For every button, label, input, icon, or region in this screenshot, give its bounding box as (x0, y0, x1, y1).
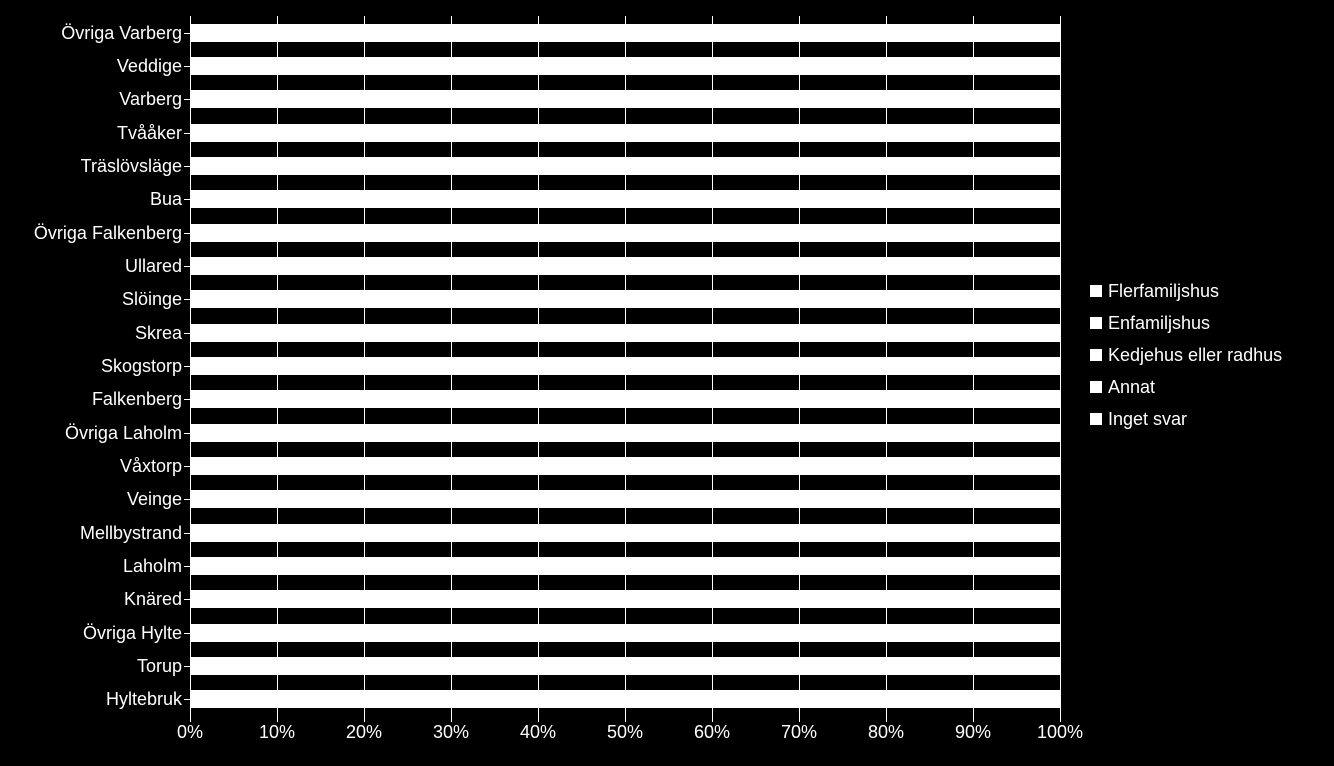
bar-row (190, 257, 1060, 275)
x-axis-label: 10% (247, 722, 307, 743)
y-axis-label: Veddige (0, 56, 182, 76)
x-tick (451, 716, 452, 722)
legend-swatch (1090, 381, 1102, 393)
x-axis-label: 80% (856, 722, 916, 743)
x-axis-label: 50% (595, 722, 655, 743)
legend-swatch (1090, 349, 1102, 361)
chart-container: Övriga Varberg Veddige Varberg Tvååker Träsl… (0, 0, 1334, 766)
legend-item: Inget svar (1090, 404, 1320, 434)
y-axis-label: Träslövsläge (0, 156, 182, 176)
legend-label: Flerfamiljshus (1108, 281, 1219, 301)
y-axis-labels: Övriga Varberg Veddige Varberg Tvååker Träsl… (0, 16, 182, 716)
bar-row (190, 324, 1060, 342)
x-tick (364, 716, 365, 722)
y-axis-label: Övriga Falkenberg (0, 223, 182, 243)
x-axis-label: 30% (421, 722, 481, 743)
legend-item: Annat (1090, 372, 1320, 402)
legend-item: Enfamiljshus (1090, 308, 1320, 338)
y-axis-label: Övriga Laholm (0, 423, 182, 443)
bar-row (190, 290, 1060, 308)
bar-row (190, 190, 1060, 208)
y-axis-label: Torup (0, 656, 182, 676)
x-axis-label: 90% (943, 722, 1003, 743)
bar-row (190, 390, 1060, 408)
x-tick (973, 716, 974, 722)
y-axis-label: Övriga Hylte (0, 623, 182, 643)
bar-row (190, 524, 1060, 542)
bar-row (190, 557, 1060, 575)
y-axis-label: Bua (0, 189, 182, 209)
y-axis-label: Hyltebruk (0, 689, 182, 709)
legend-item: Flerfamiljshus (1090, 276, 1320, 306)
legend-label: Inget svar (1108, 409, 1187, 429)
legend-item: Kedjehus eller radhus (1090, 340, 1320, 370)
x-tick (277, 716, 278, 722)
legend-swatch (1090, 413, 1102, 425)
bars-group (190, 16, 1060, 716)
bar-row (190, 90, 1060, 108)
y-axis-label: Ullared (0, 256, 182, 276)
y-axis-label: Tvååker (0, 123, 182, 143)
x-tick (886, 716, 887, 722)
x-tick (799, 716, 800, 722)
x-axis-label: 100% (1030, 722, 1090, 743)
bar-row (190, 357, 1060, 375)
bar-row (190, 657, 1060, 675)
bar-row (190, 690, 1060, 708)
y-axis-label: Övriga Varberg (0, 23, 182, 43)
bar-row (190, 157, 1060, 175)
bar-row (190, 590, 1060, 608)
bar-row (190, 624, 1060, 642)
gridline (1060, 16, 1061, 716)
legend-label: Kedjehus eller radhus (1108, 345, 1282, 365)
bar-row (190, 24, 1060, 42)
y-axis-label: Mellbystrand (0, 523, 182, 543)
x-axis-labels: 0%10%20%30%40%50%60%70%80%90%100% (190, 722, 1060, 752)
x-axis-label: 70% (769, 722, 829, 743)
y-axis-label: Veinge (0, 489, 182, 509)
bar-row (190, 490, 1060, 508)
x-tick (190, 716, 191, 722)
bar-row (190, 424, 1060, 442)
x-axis-label: 20% (334, 722, 394, 743)
bar-row (190, 224, 1060, 242)
x-tick (625, 716, 626, 722)
y-axis-label: Våxtorp (0, 456, 182, 476)
bar-row (190, 57, 1060, 75)
x-tick (538, 716, 539, 722)
legend-label: Enfamiljshus (1108, 313, 1210, 333)
x-axis-label: 0% (160, 722, 220, 743)
bar-row (190, 124, 1060, 142)
bar-row (190, 457, 1060, 475)
y-axis-label: Falkenberg (0, 389, 182, 409)
y-axis-label: Varberg (0, 89, 182, 109)
y-axis-label: Knäred (0, 589, 182, 609)
legend-label: Annat (1108, 377, 1155, 397)
legend-swatch (1090, 285, 1102, 297)
y-axis-label: Slöinge (0, 289, 182, 309)
plot-area (190, 16, 1060, 716)
legend-swatch (1090, 317, 1102, 329)
x-tick (1060, 716, 1061, 722)
x-tick (712, 716, 713, 722)
y-axis-label: Laholm (0, 556, 182, 576)
x-axis-label: 40% (508, 722, 568, 743)
legend: Flerfamiljshus Enfamiljshus Kedjehus eller… (1090, 276, 1320, 436)
x-axis-label: 60% (682, 722, 742, 743)
y-axis-label: Skrea (0, 323, 182, 343)
y-axis-label: Skogstorp (0, 356, 182, 376)
